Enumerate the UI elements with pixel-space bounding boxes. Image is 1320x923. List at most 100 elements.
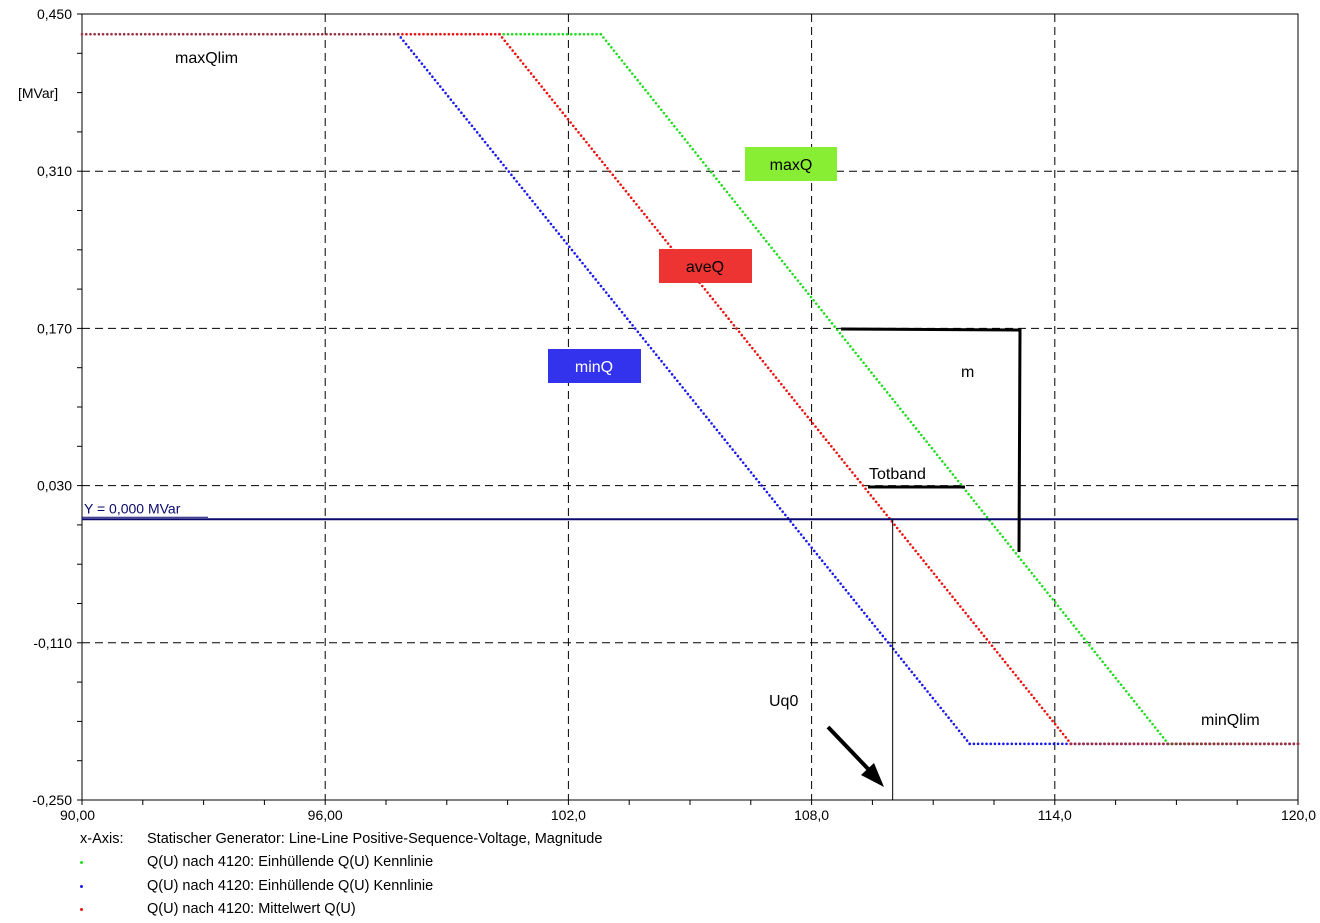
- series-point: [481, 32, 484, 36]
- series-point: [835, 451, 838, 455]
- y-tick-label: 0,170: [37, 320, 72, 336]
- series-point: [807, 292, 810, 296]
- series-point: [1014, 673, 1018, 677]
- series-point: [483, 140, 487, 144]
- series-point: [909, 543, 912, 546]
- series-point: [1056, 742, 1060, 746]
- series-point: [1027, 690, 1031, 693]
- series-point: [283, 32, 286, 36]
- series-point: [535, 78, 538, 82]
- series-point: [926, 690, 929, 693]
- series-point: [602, 287, 605, 291]
- series-point: [785, 389, 788, 392]
- series-point: [571, 124, 575, 128]
- series-point: [993, 742, 997, 746]
- series-point: [240, 32, 244, 36]
- series-point: [708, 294, 712, 298]
- series-point: [1164, 739, 1167, 742]
- series-point: [928, 693, 932, 697]
- series-point: [758, 356, 762, 360]
- series-point: [177, 32, 181, 36]
- series-point: [737, 330, 741, 334]
- series-point: [920, 683, 924, 687]
- series-point: [843, 461, 846, 464]
- series-point: [909, 420, 913, 424]
- series-point: [1101, 660, 1104, 664]
- legend-blue-marker: [80, 885, 83, 888]
- series-point: [995, 650, 999, 654]
- series-point: [1179, 742, 1182, 746]
- series-point: [589, 271, 592, 275]
- series-point: [1082, 637, 1086, 641]
- series-point: [236, 32, 240, 36]
- series-green-line: [498, 32, 1300, 746]
- series-point: [723, 187, 726, 190]
- series-point: [1120, 742, 1123, 746]
- series-point: [980, 509, 984, 512]
- series-point: [649, 95, 653, 98]
- series-point: [1166, 742, 1169, 746]
- series-point: [1017, 677, 1020, 680]
- series-point: [1006, 664, 1010, 667]
- series-point: [499, 160, 503, 164]
- series-point: [1271, 742, 1275, 746]
- series-point: [525, 193, 529, 196]
- series-point: [728, 193, 731, 197]
- series-point: [1035, 700, 1039, 703]
- series-point: [872, 497, 875, 500]
- series-point: [725, 190, 729, 194]
- series-point: [554, 229, 558, 232]
- series-point: [84, 32, 88, 36]
- series-point: [816, 428, 820, 432]
- series-point: [650, 222, 654, 226]
- series-point: [659, 108, 663, 112]
- series-point: [1035, 742, 1039, 746]
- series-point: [617, 55, 621, 59]
- series-point: [566, 117, 570, 121]
- series-point: [925, 440, 928, 443]
- series-point: [396, 32, 400, 36]
- series-point: [904, 414, 907, 417]
- uq0-arrow-head: [861, 763, 884, 787]
- series-point: [961, 608, 965, 612]
- series-point: [877, 503, 881, 507]
- series-point: [910, 670, 914, 674]
- series-point: [817, 305, 821, 309]
- series-point: [430, 32, 434, 36]
- series-point: [627, 193, 630, 196]
- series-point: [644, 340, 648, 343]
- series-point: [1088, 643, 1091, 647]
- min-q-lim-label: minQlim: [1201, 712, 1260, 729]
- series-point: [557, 32, 560, 36]
- series-point: [633, 75, 637, 79]
- series-point: [568, 245, 571, 249]
- series-point: [791, 523, 795, 527]
- series-point: [686, 141, 689, 144]
- series-point: [417, 32, 421, 36]
- series-point: [599, 284, 603, 288]
- series-point: [1237, 742, 1241, 746]
- series-point: [1064, 736, 1068, 739]
- series-point: [716, 304, 720, 307]
- series-point: [1279, 742, 1283, 746]
- series-point: [508, 45, 512, 49]
- series-point: [753, 350, 757, 353]
- series-point: [1038, 581, 1041, 585]
- series-point: [678, 131, 681, 135]
- series-point: [413, 32, 417, 36]
- series-point: [915, 677, 919, 680]
- series-point: [793, 399, 796, 402]
- x-tick-label: 102,0: [551, 807, 586, 823]
- series-point: [654, 101, 658, 105]
- series-point: [101, 32, 105, 36]
- series-point: [1044, 742, 1047, 746]
- series-point: [745, 340, 749, 343]
- series-point: [740, 333, 744, 337]
- series-point: [780, 259, 784, 263]
- series-point: [796, 279, 800, 282]
- series-point: [1030, 693, 1033, 697]
- series-point: [840, 458, 844, 461]
- series-point: [1056, 726, 1060, 729]
- series-point: [855, 601, 858, 605]
- series-point: [546, 219, 550, 222]
